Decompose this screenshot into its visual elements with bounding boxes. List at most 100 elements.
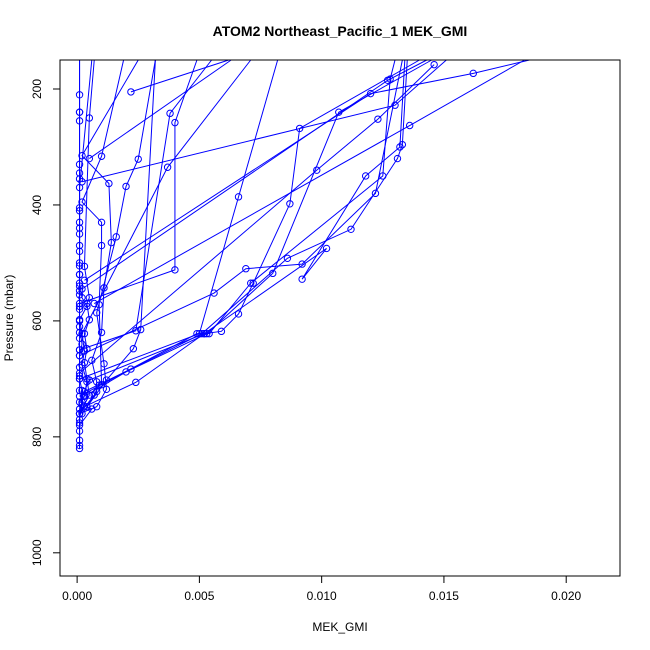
series-line	[79, 59, 420, 403]
series-line	[79, 59, 213, 351]
series-line	[79, 59, 93, 441]
x-tick-label: 0.010	[307, 589, 337, 603]
data-point	[234, 193, 243, 201]
data-point	[75, 375, 84, 383]
profile-series	[75, 59, 252, 342]
data-point	[298, 260, 306, 268]
series-line	[84, 59, 530, 281]
data-point	[205, 329, 213, 338]
data-point	[75, 169, 84, 177]
data-point	[80, 403, 89, 411]
profile-series	[75, 59, 213, 354]
data-point	[195, 329, 204, 338]
y-tick-label: 400	[30, 195, 44, 215]
data-point	[398, 140, 407, 149]
data-point	[80, 392, 89, 400]
series-line	[79, 59, 156, 415]
data-point	[166, 109, 174, 118]
data-point	[469, 69, 477, 78]
data-point	[217, 327, 226, 336]
data-point	[80, 358, 89, 367]
data-point	[234, 310, 243, 318]
data-point	[80, 276, 89, 285]
data-point	[75, 323, 84, 331]
data-point	[80, 262, 89, 271]
data-point	[75, 386, 84, 395]
data-point	[393, 154, 402, 163]
data-point	[129, 345, 138, 353]
data-point	[247, 279, 255, 287]
data-point	[97, 241, 106, 250]
data-point	[78, 178, 86, 186]
x-tick-label: 0.005	[184, 589, 214, 603]
series-line	[130, 59, 229, 93]
profile-series	[80, 59, 530, 285]
series-line	[79, 64, 435, 374]
series-line	[81, 59, 447, 183]
x-tick-label: 0.000	[62, 589, 92, 603]
data-point	[78, 409, 86, 418]
y-tick-label: 600	[30, 311, 44, 331]
data-point	[75, 369, 84, 377]
chart-title: ATOM2 Northeast_Pacific_1 MEK_GMI	[213, 23, 468, 39]
data-point	[92, 403, 101, 411]
data-point	[313, 166, 321, 174]
data-point	[97, 218, 106, 227]
series-line	[79, 59, 252, 339]
profile-series	[90, 59, 525, 308]
data-point	[210, 289, 218, 297]
data-point	[92, 309, 101, 317]
profile-series	[78, 59, 428, 293]
data-point	[75, 218, 84, 227]
profile-series	[75, 59, 279, 383]
data-point	[85, 316, 94, 324]
data-point	[134, 155, 142, 163]
data-point	[75, 305, 84, 313]
data-point	[374, 115, 382, 123]
data-point	[75, 346, 84, 354]
data-point	[75, 241, 84, 250]
data-point	[75, 409, 84, 418]
data-point	[75, 436, 84, 445]
data-point	[383, 76, 392, 84]
data-point	[127, 365, 135, 373]
data-point	[298, 275, 306, 283]
profile-series	[127, 59, 229, 96]
series-line	[89, 59, 232, 159]
data-point	[92, 387, 101, 396]
data-point	[75, 299, 84, 308]
data-point	[90, 299, 98, 308]
plot-frame	[59, 59, 621, 577]
data-point	[379, 172, 387, 180]
series-line	[81, 59, 156, 414]
x-axis-label: MEK_GMI	[312, 620, 367, 634]
x-axis: 0.000 0.005 0.010 0.015 0.020	[62, 576, 582, 603]
data-point	[75, 108, 84, 116]
data-point	[75, 351, 84, 360]
data-point	[97, 328, 106, 337]
data-point	[112, 233, 120, 241]
data-point	[361, 172, 370, 180]
profile-series	[75, 59, 420, 406]
data-point	[75, 398, 84, 406]
y-tick-label: 800	[30, 427, 44, 447]
series-layer	[75, 59, 530, 453]
data-point	[75, 392, 84, 400]
data-point	[171, 266, 179, 274]
data-point	[366, 89, 375, 98]
data-point	[75, 441, 84, 450]
data-point	[80, 329, 89, 338]
profile-series	[75, 59, 156, 418]
data-point	[132, 378, 140, 387]
data-point	[83, 403, 91, 411]
series-line	[81, 59, 428, 290]
profile-series	[75, 60, 438, 377]
data-point	[75, 421, 84, 429]
data-point	[92, 378, 101, 386]
series-line	[84, 59, 406, 408]
data-point	[249, 279, 257, 287]
data-point	[78, 285, 86, 293]
series-line	[93, 59, 525, 304]
data-point	[78, 151, 86, 160]
